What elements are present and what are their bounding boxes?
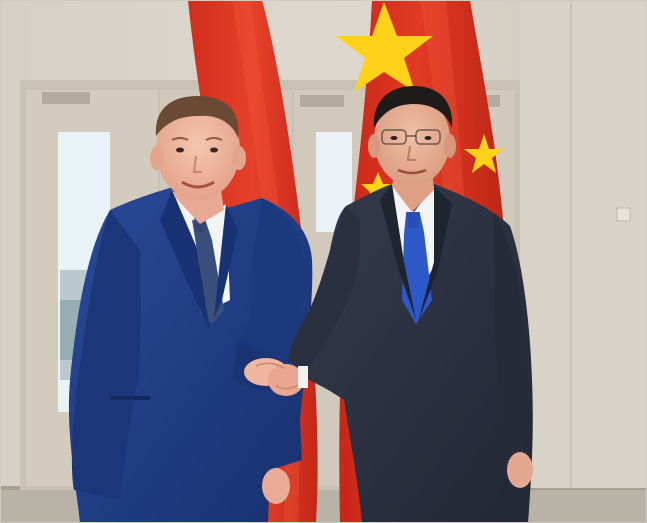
handshake	[244, 358, 308, 396]
right-man	[288, 86, 533, 523]
wall-switch	[616, 207, 631, 222]
left-man-face	[156, 100, 240, 200]
right-man-face	[374, 94, 450, 186]
flag-star-small	[464, 134, 504, 173]
flag-star-large	[336, 2, 433, 92]
glasses	[381, 129, 441, 145]
left-man-hair	[155, 96, 239, 138]
right-man-hair	[373, 86, 453, 128]
